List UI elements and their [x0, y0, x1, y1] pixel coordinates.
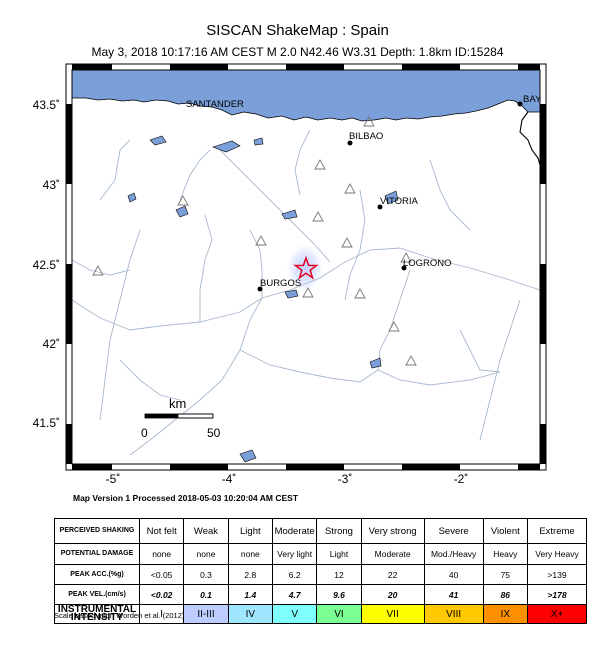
country-border	[519, 111, 540, 166]
epicenter-star-icon	[293, 255, 319, 280]
intensity-cell: V	[271, 604, 318, 624]
lat-tick-41.5: 41.5˚	[32, 416, 60, 430]
legend-cell: 20	[360, 584, 425, 605]
rivers	[72, 129, 540, 456]
lon-tick--4: -4˚	[221, 472, 237, 486]
legend-cell: Very light	[271, 543, 318, 565]
shaking-intensity-glow	[285, 242, 325, 294]
legend-cell: 4.7	[271, 584, 318, 605]
intensity-cell: II-III	[183, 604, 229, 624]
intensity-cell: VI	[316, 604, 362, 624]
scale-start: 0	[141, 426, 148, 440]
legend-cell: 75	[482, 564, 529, 585]
map-title: SISCAN ShakeMap : Spain	[206, 22, 389, 39]
lat-tick-42.5: 42.5˚	[32, 258, 60, 272]
legend-cell: Extreme	[527, 518, 587, 544]
lat-tick-42: 42˚	[42, 337, 60, 351]
legend-cell: 1.4	[227, 584, 273, 605]
event-info: May 3, 2018 10:17:16 AM CEST M 2.0 N42.4…	[91, 45, 504, 59]
lon-tick--5: -5˚	[105, 472, 121, 486]
lon-tick--3: -3˚	[337, 472, 353, 486]
legend-cell: 12	[316, 564, 362, 585]
legend-header-vel: PEAK VEL.(cm/s)	[54, 584, 140, 605]
legend-cell: Heavy	[482, 543, 529, 565]
city-label-burgos: BURGOS	[260, 278, 301, 289]
legend-cell: 0.1	[183, 584, 229, 605]
city-dot-logrono	[401, 265, 407, 271]
sea-area	[72, 70, 540, 122]
legend-cell: Light	[227, 518, 273, 544]
scale-end: 50	[207, 426, 221, 440]
city-markers	[257, 101, 523, 292]
legend-cell: none	[138, 543, 185, 565]
city-dot-bay	[517, 101, 523, 107]
city-dot-bilbao	[347, 140, 353, 146]
legend-row-damage: POTENTIAL DAMAGE none none none Very lig…	[54, 543, 587, 565]
intensity-cell: X+	[527, 604, 587, 624]
legend-cell: Moderate	[271, 518, 318, 544]
city-label-logrono: LOGRONO	[403, 258, 452, 269]
legend-header-acc: PEAK ACC.(%g)	[54, 564, 140, 585]
legend-cell: Violent	[482, 518, 529, 544]
city-labels: SANTANDER BAY BILBAO VITORIA LOGRONO BUR…	[186, 94, 542, 289]
legend-row-acc: PEAK ACC.(%g) <0.05 0.3 2.8 6.2 12 22 40…	[54, 564, 587, 585]
legend-cell: none	[227, 543, 273, 565]
scale-unit: km	[169, 396, 186, 411]
map-frame	[65, 63, 547, 471]
legend-cell: Strong	[316, 518, 362, 544]
legend-cell: Mod./Heavy	[423, 543, 484, 565]
legend-cell: >139	[527, 564, 587, 585]
legend-header-shaking: PERCEIVED SHAKING	[54, 518, 140, 544]
legend-cell: 9.6	[316, 584, 362, 605]
legend-header-damage: POTENTIAL DAMAGE	[54, 543, 140, 565]
intensity-cell: IV	[227, 604, 273, 624]
city-label-santander: SANTANDER	[186, 99, 244, 110]
lat-tick-43: 43˚	[42, 178, 60, 192]
lat-tick-43.5: 43.5˚	[32, 98, 60, 112]
legend-cell: 0.3	[183, 564, 229, 585]
scale-bar: km 0 50	[141, 396, 221, 440]
scale-note: Scale based upon Worden et al. (2012)	[54, 611, 185, 620]
city-label-bay: BAY	[523, 94, 542, 105]
legend-cell: Very strong	[360, 518, 425, 544]
legend-cell: none	[183, 543, 229, 565]
legend-cell: 41	[423, 584, 484, 605]
legend-cell: Not felt	[138, 518, 185, 544]
intensity-cell: VIII	[423, 604, 484, 624]
intensity-cell: VII	[360, 604, 425, 624]
legend-cell: 22	[360, 564, 425, 585]
legend-cell: <0.02	[138, 584, 185, 605]
legend-cell: 86	[482, 584, 529, 605]
legend-row-intensity: INSTRUMENTAL INTENSITY I II-III IV V VI …	[54, 604, 587, 624]
legend-cell: 2.8	[227, 564, 273, 585]
intensity-cell: IX	[482, 604, 529, 624]
legend-cell: Light	[316, 543, 362, 565]
legend-cell: <0.05	[138, 564, 185, 585]
legend-cell: >178	[527, 584, 587, 605]
intensity-legend-table: PERCEIVED SHAKING Not felt Weak Light Mo…	[54, 518, 587, 624]
city-label-bilbao: BILBAO	[349, 131, 383, 142]
reservoirs	[127, 135, 399, 463]
legend-cell: Weak	[183, 518, 229, 544]
legend-row-vel: PEAK VEL.(cm/s) <0.02 0.1 1.4 4.7 9.6 20…	[54, 584, 587, 605]
legend-cell: 6.2	[271, 564, 318, 585]
legend-row-shaking: PERCEIVED SHAKING Not felt Weak Light Mo…	[54, 518, 587, 544]
city-dot-vitoria	[377, 204, 383, 210]
map-version: Map Version 1 Processed 2018-05-03 10:20…	[73, 493, 299, 503]
city-label-vitoria: VITORIA	[380, 196, 418, 207]
intensity-cell: I	[138, 604, 185, 624]
city-dot-burgos	[257, 286, 263, 292]
seismic-stations	[92, 116, 417, 366]
lon-tick--2: -2˚	[453, 472, 469, 486]
legend-cell: Severe	[423, 518, 484, 544]
legend-cell: Moderate	[360, 543, 425, 565]
legend-cell: Very Heavy	[527, 543, 587, 565]
legend-cell: 40	[423, 564, 484, 585]
